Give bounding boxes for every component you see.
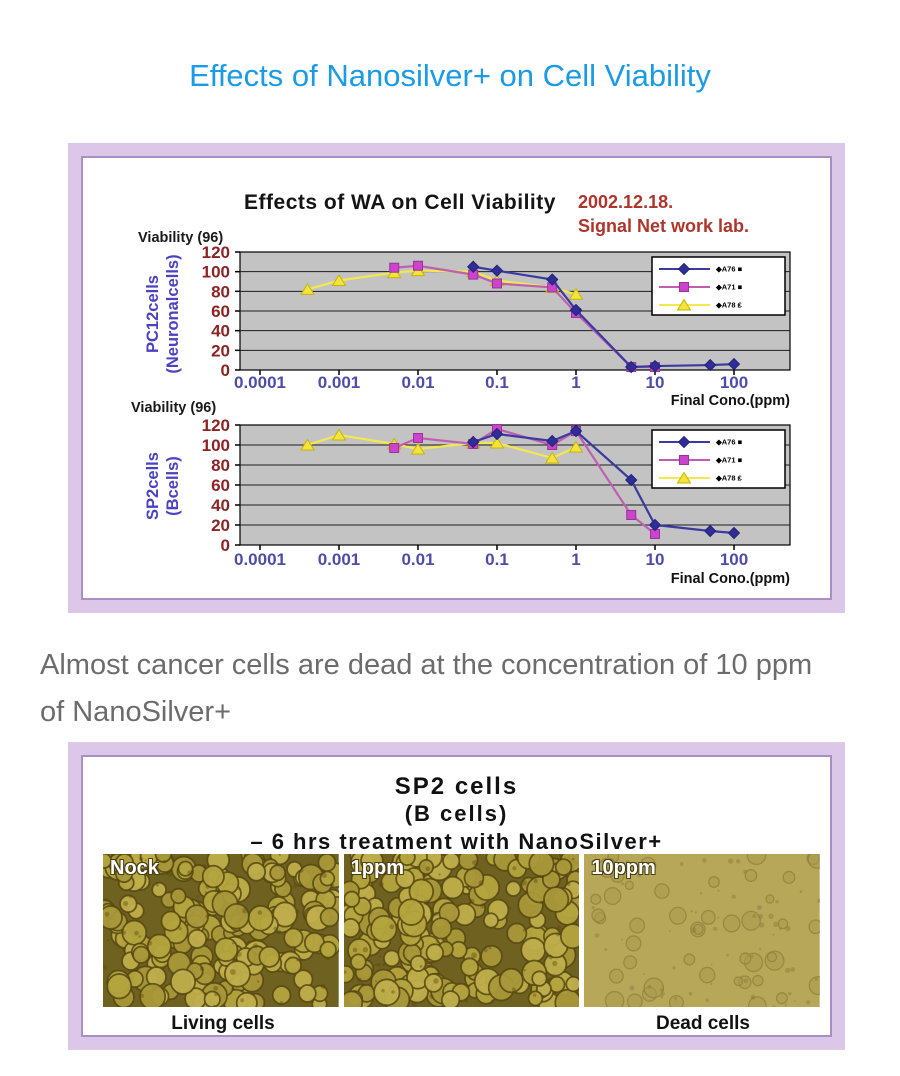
chart-heading: Effects of WA on Cell Viability: [244, 191, 556, 214]
svg-text:0.01: 0.01: [401, 373, 434, 392]
svg-text:1: 1: [571, 550, 580, 569]
statement-line1: Almost cancer cells are dead at the conc…: [40, 649, 813, 681]
svg-text:20: 20: [211, 341, 230, 360]
svg-text:0.0001: 0.0001: [234, 373, 286, 392]
svg-text:◆A71 ■: ◆A71 ■: [715, 283, 743, 292]
svg-text:0.1: 0.1: [485, 550, 509, 569]
microscopy-panel: SP2 cells (B cells) – 6 hrs treatment wi…: [68, 742, 845, 1050]
svg-text:1: 1: [571, 373, 580, 392]
chart-lab: Signal Net work lab.: [578, 216, 750, 236]
micrograph-10ppm-label: 10ppm: [591, 857, 656, 879]
chart1-y-axis-title: Viability (96): [138, 230, 224, 246]
svg-text:20: 20: [211, 516, 230, 535]
svg-text:10: 10: [646, 373, 665, 392]
micrograph-1ppm: 1ppm: [343, 854, 580, 1007]
svg-text:0.001: 0.001: [318, 550, 361, 569]
micrograph-10ppm-image: [584, 854, 821, 1007]
svg-text:◆A71 ■: ◆A71 ■: [715, 456, 743, 465]
svg-text:0.001: 0.001: [318, 373, 361, 392]
micrograph-mock-label: Nock: [110, 857, 159, 879]
statement-line2: of NanoSilver+: [40, 696, 232, 728]
micrograph-strip: Nock 1ppm 10ppm: [103, 854, 821, 1007]
svg-text:◆A76 ■: ◆A76 ■: [715, 438, 743, 447]
dead-cells-caption: Dead cells: [656, 1013, 750, 1034]
svg-text:40: 40: [211, 322, 230, 341]
svg-text:100: 100: [202, 436, 230, 455]
svg-text:80: 80: [211, 456, 230, 475]
page-title: Effects of Nanosilver+ on Cell Viability: [189, 58, 711, 93]
conclusion-statement: Almost cancer cells are dead at the conc…: [40, 642, 872, 736]
micro-title-line3: – 6 hrs treatment with NanoSilver+: [250, 829, 663, 854]
svg-text:40: 40: [211, 496, 230, 515]
micrograph-mock-image: [103, 854, 339, 1007]
chart-panel: Effects of WA on Cell Viability 2002.12.…: [68, 143, 845, 613]
chart-date: 2002.12.18.: [578, 192, 674, 212]
svg-text:◆A78 ₤: ◆A78 ₤: [715, 474, 743, 483]
svg-text:Final Cono.(ppm): Final Cono.(ppm): [671, 393, 790, 409]
svg-text:120: 120: [202, 246, 230, 262]
svg-text:0.1: 0.1: [485, 373, 509, 392]
svg-text:120: 120: [202, 418, 230, 435]
chart2-y-axis-title: Viability (96): [131, 400, 217, 416]
svg-text:◆A78 ₤: ◆A78 ₤: [715, 301, 743, 310]
svg-text:◆A76 ■: ◆A76 ■: [715, 265, 743, 274]
living-cells-caption: Living cells: [171, 1013, 275, 1034]
svg-text:0.0001: 0.0001: [234, 550, 286, 569]
svg-text:0.01: 0.01: [401, 550, 434, 569]
svg-text:10: 10: [646, 550, 665, 569]
svg-text:0: 0: [221, 361, 230, 380]
svg-text:Final Cono.(ppm): Final Cono.(ppm): [671, 571, 790, 587]
micrograph-1ppm-label: 1ppm: [350, 857, 405, 879]
chart-panel-inner: Effects of WA on Cell Viability 2002.12.…: [81, 156, 832, 600]
svg-text:100: 100: [720, 373, 748, 392]
micrograph-10ppm: 10ppm: [584, 854, 821, 1007]
microscopy-panel-inner: SP2 cells (B cells) – 6 hrs treatment wi…: [81, 755, 832, 1037]
svg-text:100: 100: [720, 550, 748, 569]
micro-title-line2: (B cells): [404, 801, 509, 826]
micrograph-mock: Nock: [103, 854, 339, 1007]
svg-text:60: 60: [211, 476, 230, 495]
svg-text:80: 80: [211, 282, 230, 301]
micro-title-line1: SP2 cells: [394, 773, 519, 800]
svg-text:60: 60: [211, 302, 230, 321]
svg-text:0: 0: [221, 536, 230, 555]
micrograph-1ppm-image: [343, 854, 580, 1007]
svg-text:100: 100: [202, 263, 230, 282]
